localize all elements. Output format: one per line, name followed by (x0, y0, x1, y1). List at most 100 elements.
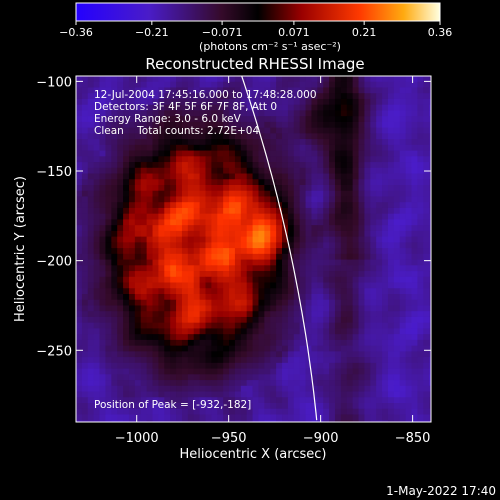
heatmap-cell (299, 242, 306, 249)
heatmap-cell (93, 110, 100, 117)
heatmap-cell (270, 414, 277, 421)
heatmap-cell (187, 116, 195, 123)
heatmap-cell (229, 414, 236, 421)
heatmap-cell (358, 139, 365, 146)
heatmap-cell (393, 265, 401, 272)
heatmap-cell (287, 87, 295, 94)
heatmap-cell (346, 288, 354, 295)
heatmap-cell (176, 420, 183, 422)
heatmap-cell (211, 265, 218, 272)
heatmap-cell (276, 374, 283, 381)
heatmap-cell (364, 339, 371, 347)
heatmap-cell (134, 414, 142, 421)
heatmap-cell (323, 81, 330, 88)
heatmap-cell (111, 173, 118, 180)
heatmap-cell (270, 156, 277, 163)
heatmap-cell (393, 391, 401, 398)
heatmap-cell (393, 219, 401, 226)
heatmap-cell (193, 259, 201, 266)
heatmap-cell (87, 196, 95, 203)
heatmap-cell (393, 334, 401, 341)
heatmap-cell (393, 357, 401, 364)
heatmap-cell (240, 362, 248, 369)
heatmap-cell (276, 190, 283, 197)
heatmap-cell (117, 345, 124, 352)
heatmap-cell (346, 299, 354, 306)
heatmap-cell (293, 133, 301, 140)
heatmap-cell (164, 276, 171, 283)
heatmap-cell (329, 127, 336, 134)
heatmap-cell (99, 93, 106, 100)
heatmap-cell (211, 167, 218, 174)
heatmap-cell (181, 391, 189, 398)
heatmap-cell (152, 253, 159, 260)
heatmap-cell (287, 403, 295, 410)
heatmap-cell (411, 110, 418, 117)
heatmap-cell (128, 213, 136, 220)
heatmap-cell (293, 230, 301, 238)
heatmap-cell (123, 316, 130, 324)
heatmap-cell (181, 380, 189, 387)
heatmap-cell (252, 345, 259, 352)
heatmap-cell (264, 162, 271, 169)
heatmap-cell (258, 156, 265, 163)
heatmap-cell (146, 116, 153, 123)
heatmap-cell (205, 81, 212, 88)
heatmap-cell (164, 288, 171, 295)
heatmap-cell (123, 334, 130, 341)
heatmap-cell (299, 345, 306, 352)
heatmap-cell (181, 236, 189, 243)
heatmap-cell (264, 76, 271, 83)
heatmap-cell (187, 294, 195, 301)
heatmap-cell (329, 173, 336, 180)
heatmap-cell (181, 242, 189, 249)
heatmap-cell (199, 345, 206, 352)
heatmap-cell (123, 93, 130, 100)
heatmap-cell (187, 162, 195, 169)
heatmap-cell (99, 276, 106, 283)
heatmap-cell (423, 219, 430, 226)
heatmap-cell (140, 316, 148, 324)
heatmap-cell (405, 236, 412, 243)
heatmap-cell (423, 345, 430, 352)
heatmap-cell (76, 357, 83, 364)
heatmap-cell (352, 276, 359, 283)
heatmap-cell (399, 391, 407, 398)
heatmap-cell (223, 76, 230, 83)
heatmap-cell (429, 311, 431, 318)
heatmap-cell (423, 116, 430, 123)
heatmap-cell (252, 167, 259, 174)
heatmap-cell (429, 322, 431, 329)
heatmap-cell (358, 219, 365, 226)
heatmap-cell (240, 219, 248, 226)
heatmap-cell (364, 121, 371, 129)
heatmap-cell (340, 156, 348, 163)
heatmap-cell (287, 259, 295, 266)
heatmap-cell (287, 190, 295, 197)
heatmap-cell (417, 93, 424, 100)
heatmap-cell (376, 334, 383, 341)
heatmap-cell (387, 351, 395, 358)
heatmap-cell (146, 127, 153, 134)
heatmap-cell (181, 357, 189, 364)
heatmap-cell (405, 385, 412, 392)
heatmap-cell (128, 219, 136, 226)
heatmap-cell (199, 219, 206, 226)
heatmap-cell (429, 414, 431, 421)
heatmap-cell (164, 334, 171, 341)
heatmap-cell (229, 116, 236, 123)
heatmap-cell (299, 339, 306, 347)
heatmap-cell (329, 162, 336, 169)
heatmap-cell (76, 374, 83, 381)
heatmap-cell (311, 271, 318, 278)
heatmap-cell (99, 316, 106, 324)
heatmap-cell (93, 156, 100, 163)
heatmap-cell (111, 374, 118, 381)
heatmap-cell (376, 162, 383, 169)
heatmap-cell (340, 391, 348, 398)
heatmap-cell (81, 230, 89, 238)
heatmap-cell (105, 81, 112, 88)
heatmap-cell (87, 225, 95, 232)
heatmap-cell (170, 116, 177, 123)
heatmap-cell (305, 328, 312, 335)
